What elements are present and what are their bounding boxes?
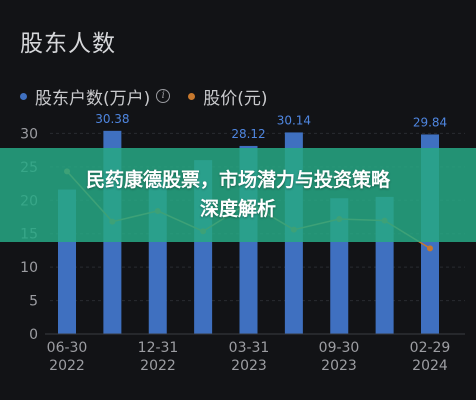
bar-labels: 30.38 28.12 30.14 29.84 [95, 112, 447, 141]
x-tick-date: 06-30 [47, 340, 88, 356]
legend-dot-price [188, 92, 196, 100]
chart-title: 股东人数 [20, 31, 116, 57]
y-tick-label: 0 [29, 327, 38, 343]
y-tick-label: 10 [20, 260, 38, 276]
x-tick-year: 2024 [412, 358, 448, 374]
info-icon[interactable]: i [156, 89, 171, 103]
x-axis: 06-30 2022 12-31 2022 03-31 2023 09-30 2023 02-2… [45, 333, 465, 374]
x-tick-year: 2023 [321, 358, 357, 374]
x-tick-year: 2022 [140, 358, 176, 374]
bar-value-label: 30.14 [277, 113, 311, 127]
price-point [427, 245, 433, 252]
x-tick-year: 2023 [231, 358, 267, 374]
bar-value-label: 30.38 [95, 112, 129, 126]
x-tick-date: 02-29 [410, 340, 451, 356]
bar-value-label: 29.84 [413, 115, 447, 129]
legend-dot-holders [20, 92, 27, 100]
x-tick-date: 03-31 [229, 340, 270, 356]
bar-value-label: 28.12 [231, 127, 265, 141]
legend: 股东户数(万户) i 股价(元) [20, 84, 286, 109]
headline-line-2: 深度解析 [199, 198, 276, 220]
headline-line-1: 民药康德股票，市场潜力与投资策略 [85, 169, 390, 191]
legend-label-price: 股价(元) [203, 88, 268, 109]
headline-banner: 民药康德股票，市场潜力与投资策略 深度解析 [0, 148, 476, 242]
x-tick-date: 12-31 [138, 340, 179, 356]
legend-item-holders[interactable]: 股东户数(万户) i [20, 84, 171, 109]
y-tick-label: 30 [20, 126, 38, 142]
y-tick-label: 5 [29, 294, 38, 310]
x-tick-date: 09-30 [319, 340, 360, 356]
legend-label-holders: 股东户数(万户) [35, 88, 151, 109]
legend-item-price[interactable]: 股价(元) [188, 84, 268, 109]
x-tick-year: 2022 [49, 358, 85, 374]
